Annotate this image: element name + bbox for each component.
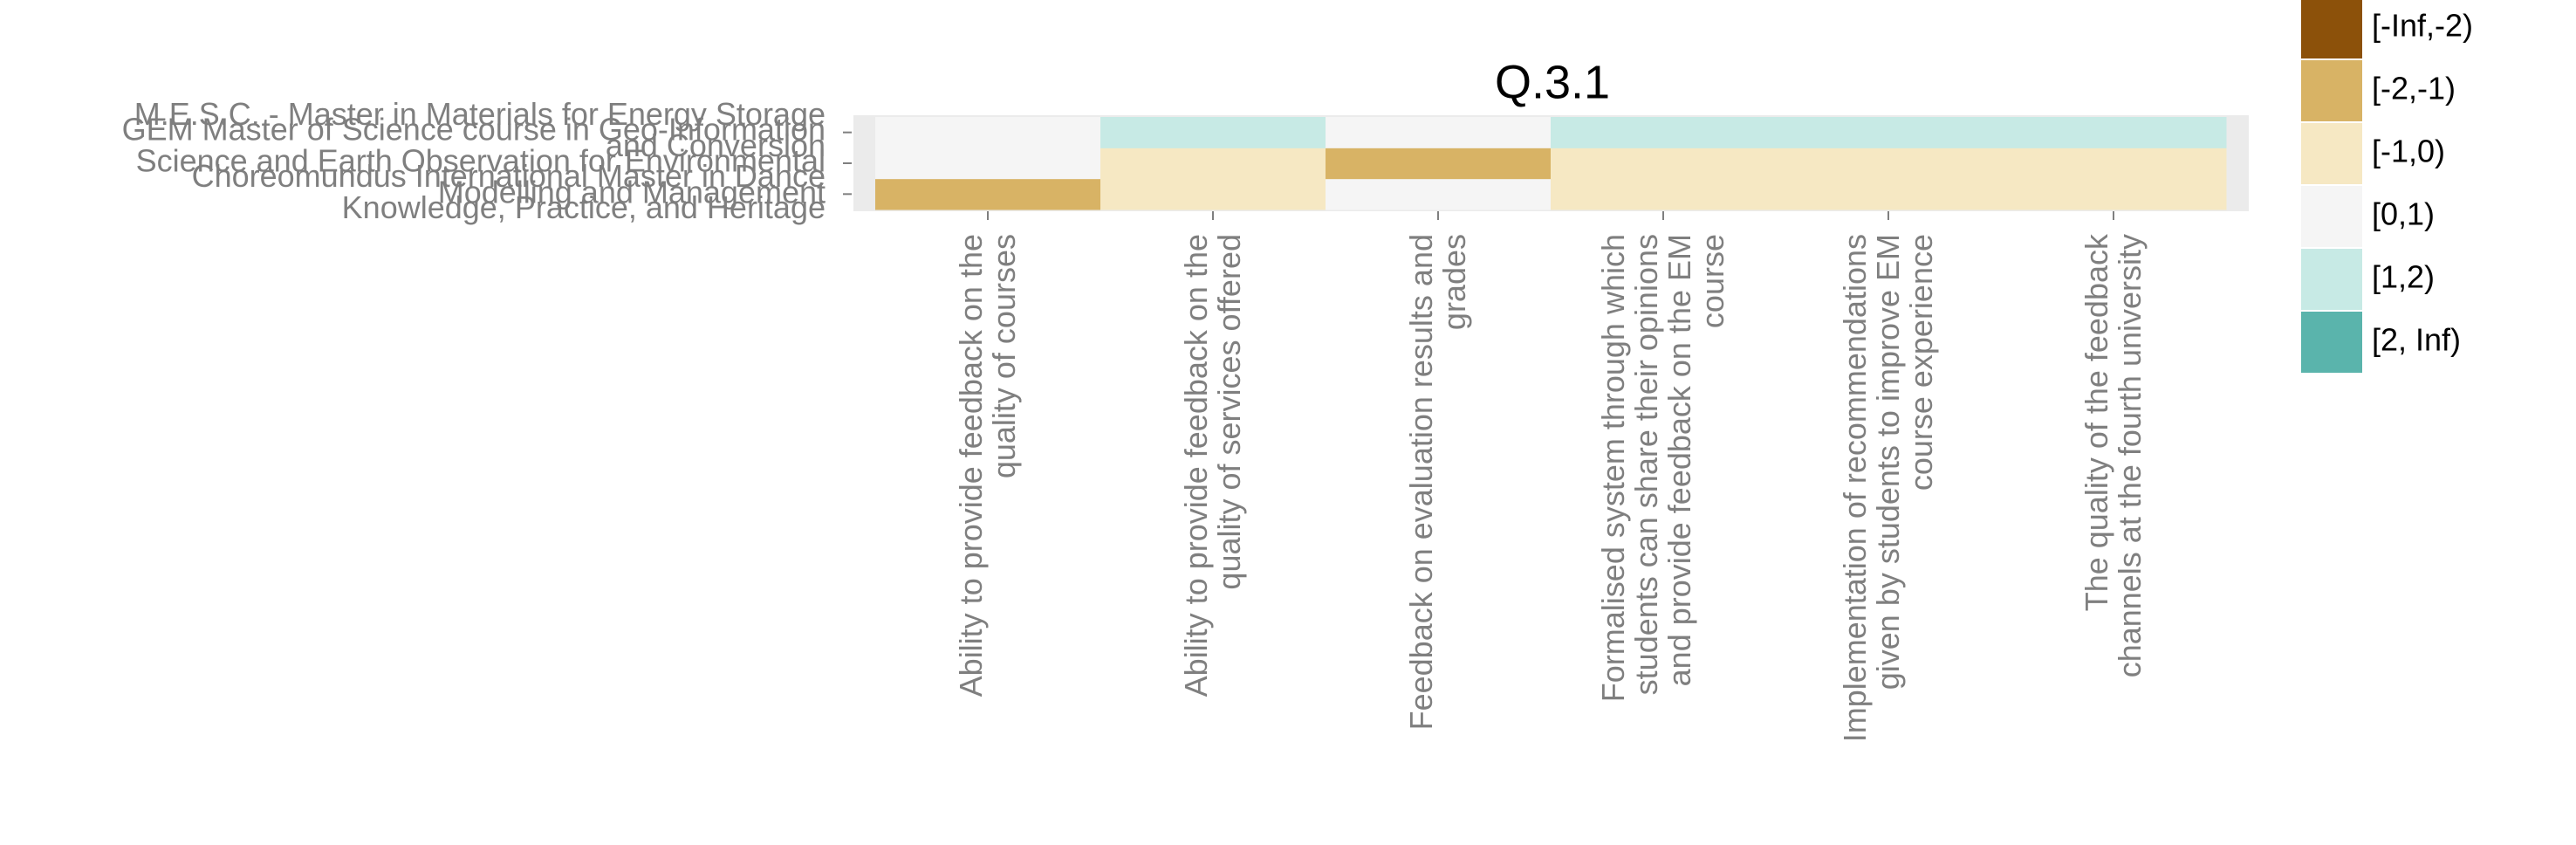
- heat-cell: [1326, 148, 1552, 180]
- heat-cell: [2001, 178, 2227, 210]
- x-tick-label: channels at the fourth university: [2112, 234, 2148, 677]
- heat-cell: [2001, 148, 2227, 180]
- heat-cell: [1326, 117, 1552, 148]
- legend-swatch: [2299, 121, 2364, 186]
- heat-cell: [1776, 117, 2002, 148]
- x-tick-label: quality of courses: [986, 234, 1022, 478]
- heat-cell: [1551, 178, 1777, 210]
- x-tick-label: Implementation of recommendations: [1837, 234, 1873, 742]
- y-tick-label: Choreomundus International Master in Dan…: [192, 158, 826, 194]
- legend-swatch: [2299, 310, 2364, 374]
- legend-swatch: [2299, 0, 2364, 60]
- x-tick-label: and provide feedback on the EM: [1661, 234, 1697, 686]
- heat-cell: [2001, 117, 2227, 148]
- legend-swatch: [2299, 58, 2364, 123]
- heat-cell: [875, 117, 1101, 148]
- x-tick-label: grades: [1436, 234, 1472, 330]
- heat-cell: [1776, 178, 2002, 210]
- heat-cell: [875, 148, 1101, 180]
- legend-label: [0,1): [2372, 196, 2435, 232]
- heat-cell: [1100, 148, 1326, 180]
- chart-title: Q.3.1: [1495, 56, 1610, 108]
- heat-cell: [1551, 148, 1777, 180]
- x-tick-label: course: [1695, 234, 1730, 328]
- heat-cell: [1100, 178, 1326, 210]
- x-tick-label: given by students to improve EM: [1870, 234, 1906, 690]
- y-tick-label: GEM Master of Science course in Geo-Info…: [122, 112, 826, 148]
- legend-label: [2, Inf): [2372, 322, 2461, 358]
- heat-cell: [1551, 117, 1777, 148]
- x-tick-label: quality of services offered: [1211, 234, 1247, 590]
- heat-cell: [1776, 148, 2002, 180]
- heat-cell: [1326, 178, 1552, 210]
- heat-cell: [1100, 117, 1326, 148]
- x-tick-label: Formalised system through which: [1595, 234, 1631, 702]
- x-tick-label: The quality of the feedback: [2079, 233, 2114, 611]
- y-tick-label: and Conversion: [606, 127, 826, 163]
- y-tick-label: Knowledge, Practice, and Heritage: [342, 189, 826, 225]
- heat-cell: [875, 178, 1101, 210]
- y-tick-label: M.E.S.C. - Master in Materials for Energ…: [134, 96, 826, 132]
- x-tick-label: Ability to provide feedback on the: [953, 234, 989, 697]
- legend-label: [-Inf,-2): [2372, 8, 2473, 44]
- x-tick-label: Feedback on evaluation results and: [1403, 234, 1439, 730]
- legend-label: [-2,-1): [2372, 71, 2456, 106]
- legend-label: [-1,0): [2372, 134, 2445, 169]
- legend-label: [1,2): [2372, 259, 2435, 295]
- legend-swatch: [2299, 247, 2364, 312]
- y-tick-label: Modelling and Management: [438, 175, 826, 210]
- x-tick-label: course experience: [1903, 234, 1939, 491]
- y-tick-label: Science and Earth Observation for Enviro…: [136, 143, 826, 179]
- x-tick-label: Ability to provide feedback on the: [1178, 234, 1214, 697]
- legend-swatch: [2299, 184, 2364, 249]
- x-tick-label: students can share their opinions: [1628, 234, 1664, 695]
